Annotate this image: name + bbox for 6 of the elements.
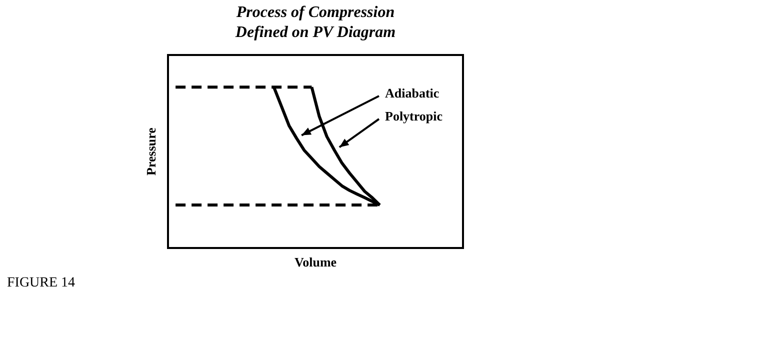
x-axis-title: Volume xyxy=(294,254,337,270)
chart-title: Process of Compression Defined on PV Diagram xyxy=(234,4,396,42)
text: Adiabatic xyxy=(385,85,440,100)
y-axis-title: Pressure xyxy=(143,127,158,176)
text: Polytropic xyxy=(385,108,443,124)
caption: FIGURE 14 xyxy=(7,276,76,291)
